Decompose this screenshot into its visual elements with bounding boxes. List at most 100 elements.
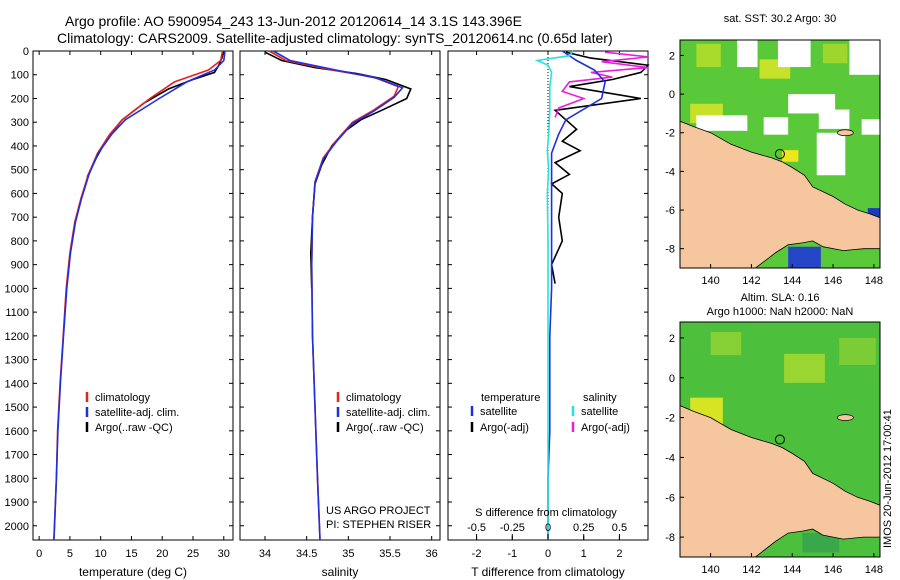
- sst-map-patch: [788, 246, 821, 268]
- temp-x-tick-label: 30: [218, 548, 230, 560]
- sla-map-patch: [784, 353, 825, 383]
- sst-map-nodata: [849, 40, 880, 75]
- depth-tick-label: 400: [11, 141, 29, 153]
- depth-tick-label: 500: [11, 165, 29, 177]
- depth-tick-label: 1400: [5, 378, 29, 390]
- sst-lat-tick-label: 2: [669, 50, 675, 62]
- temp-axes-frame: [32, 50, 234, 541]
- sst-map-nodata: [696, 115, 748, 131]
- sst-map-land: [679, 120, 881, 269]
- diff-x-tick-label: 2: [616, 548, 622, 560]
- salinity-annotation: US ARGO PROJECT: [326, 505, 431, 517]
- sla-lon-tick-label: 146: [824, 564, 842, 576]
- sla-map-island: [836, 414, 854, 421]
- diff-legend-label: Argo(-adj): [581, 422, 630, 434]
- diff-sal-satellite-line: [534, 50, 574, 540]
- sal-x-tick-label: 34: [259, 548, 271, 560]
- diff-s-tick-label: -0.5: [467, 522, 486, 534]
- diff-s-tick-label: 0.25: [573, 522, 594, 534]
- sst-lon-tick-label: 140: [701, 275, 719, 287]
- sst-map-nodata: [816, 132, 846, 176]
- sst-map-frame: [679, 39, 881, 269]
- temp-x-tick-label: 25: [187, 548, 199, 560]
- diff-x-tick-label: -1: [507, 548, 517, 560]
- diff-legend-label: satellite: [581, 406, 618, 418]
- sla-map-land: [679, 404, 881, 558]
- sst-lat-tick-label: 0: [669, 89, 675, 101]
- sal-x-tick-label: 34.5: [296, 548, 317, 560]
- depth-tick-label: 200: [11, 93, 29, 105]
- sla-profile-marker: [774, 434, 785, 445]
- sst-lat-tick-label: -8: [665, 244, 675, 256]
- diff-legend-temperature-title: temperature: [481, 392, 540, 404]
- sal-x-tick-label: 35: [342, 548, 354, 560]
- diff-s-axis-title: S difference from climatology: [475, 507, 617, 519]
- depth-tick-label: 1200: [5, 331, 29, 343]
- sst-map-title: sat. SST: 30.2 Argo: 30: [723, 13, 837, 25]
- diff-x-axis-label: T difference from climatology: [471, 565, 625, 579]
- temp-x-tick-label: 0: [36, 548, 42, 560]
- sla-map-patch: [839, 337, 876, 365]
- depth-tick-label: 0: [23, 46, 29, 58]
- sal-legend-label: climatology: [346, 392, 402, 404]
- diff-x-tick-label: 0: [545, 548, 551, 560]
- diff-s-tick-label: 0: [545, 522, 551, 534]
- diff-sal-argo-line: [554, 51, 649, 118]
- sst-map-nodata: [737, 40, 758, 68]
- sal-legend-label: satellite-adj. clim.: [346, 407, 430, 419]
- diff-temp-satellite-line: [547, 50, 606, 540]
- sst-map-nodata: [788, 94, 836, 114]
- temp-x-tick-label: 5: [67, 548, 73, 560]
- temp-x-axis-label: temperature (deg C): [79, 565, 187, 579]
- sla-lat-tick-label: -4: [665, 452, 675, 464]
- diff-temp-argo-line: [550, 51, 650, 284]
- sst-map-patch: [822, 43, 848, 64]
- sst-lon-tick-label: 144: [783, 275, 801, 287]
- sla-lat-tick-label: -2: [665, 413, 675, 425]
- sal-satellite-line: [272, 50, 404, 541]
- depth-tick-label: 900: [11, 260, 29, 272]
- depth-tick-label: 1800: [5, 473, 29, 485]
- sla-map-title-line2: Argo h1000: NaN h2000: NaN: [706, 306, 854, 318]
- sst-lat-tick-label: -2: [665, 128, 675, 140]
- sla-lat-tick-label: -6: [665, 492, 675, 504]
- sst-lat-tick-label: -6: [665, 205, 675, 217]
- temp-legend-label: satellite-adj. clim.: [95, 407, 179, 419]
- sst-map-nodata: [861, 119, 880, 135]
- depth-tick-label: 1900: [5, 497, 29, 509]
- depth-tick-label: 800: [11, 236, 29, 248]
- salinity-annotation: PI: STEPHEN RISER: [326, 519, 431, 531]
- depth-tick-label: 1500: [5, 402, 29, 414]
- depth-tick-label: 1000: [5, 283, 29, 295]
- depth-tick-label: 700: [11, 212, 29, 224]
- sst-map-patch: [782, 150, 799, 162]
- depth-tick-label: 1600: [5, 426, 29, 438]
- sal-x-axis-label: salinity: [322, 565, 359, 579]
- sla-map-frame: [679, 321, 881, 558]
- figure-title-line1: Argo profile: AO 5900954_243 13-Jun-2012…: [65, 13, 522, 29]
- depth-tick-label: 1700: [5, 450, 29, 462]
- diff-s-tick-label: -0.25: [500, 522, 525, 534]
- depth-tick-label: 600: [11, 188, 29, 200]
- sst-lon-tick-label: 146: [824, 275, 842, 287]
- depth-tick-label: 300: [11, 117, 29, 129]
- depth-tick-label: 2000: [5, 521, 29, 533]
- depth-tick-label: 100: [11, 70, 29, 82]
- temp-satellite-line: [53, 50, 226, 541]
- sla-lon-tick-label: 144: [783, 564, 801, 576]
- temp-legend-label: Argo(..raw -QC): [95, 422, 173, 434]
- sla-lon-tick-label: 140: [701, 564, 719, 576]
- diff-legend-label: satellite: [480, 406, 517, 418]
- temp-x-tick-label: 10: [95, 548, 107, 560]
- diff-s-tick-label: 0.5: [612, 522, 627, 534]
- sla-lon-tick-label: 142: [742, 564, 760, 576]
- temp-legend-label: climatology: [95, 392, 151, 404]
- sla-lat-tick-label: 2: [669, 333, 675, 345]
- diff-legend-salinity-title: salinity: [583, 392, 617, 404]
- sst-lat-tick-label: -4: [665, 166, 675, 178]
- sst-lon-tick-label: 142: [742, 275, 760, 287]
- sal-x-tick-label: 35.5: [379, 548, 400, 560]
- sla-map-patch: [710, 331, 742, 356]
- sst-map-patch: [696, 43, 721, 68]
- sst-profile-marker: [774, 149, 785, 159]
